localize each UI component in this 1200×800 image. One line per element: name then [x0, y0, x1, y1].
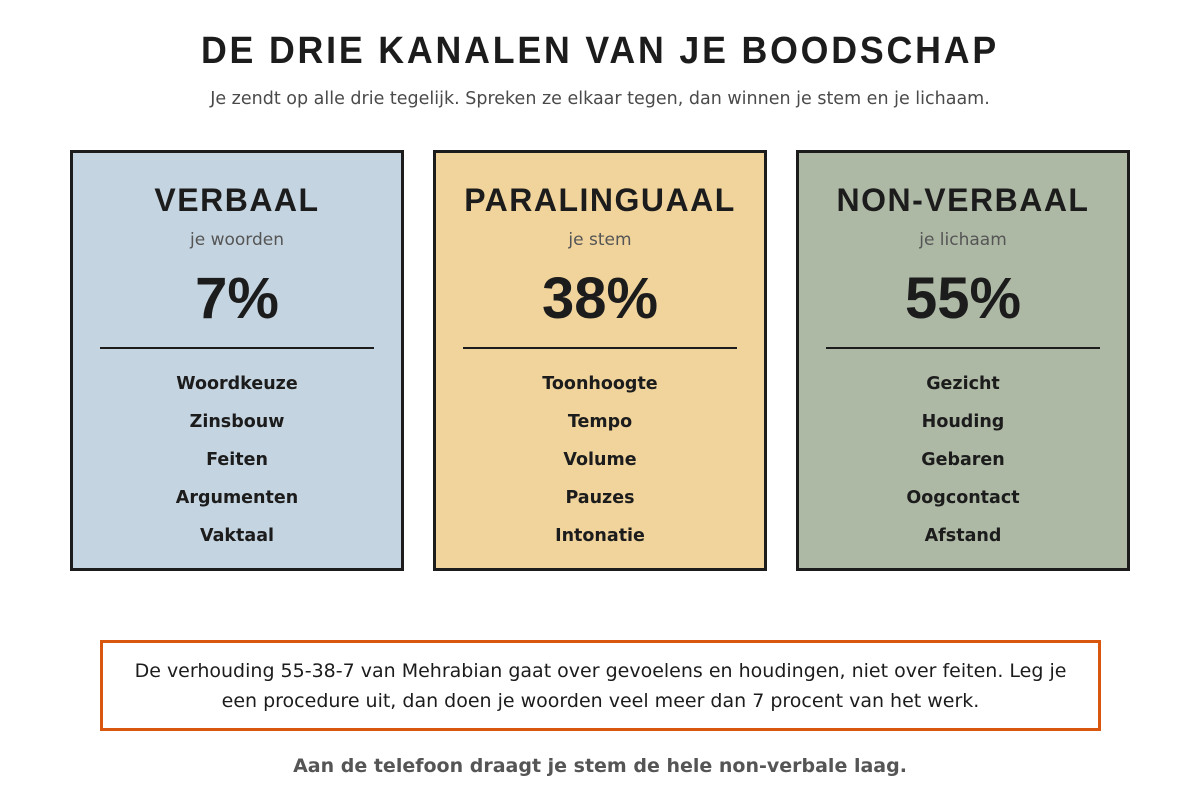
channel-name: VERBAAL: [154, 182, 320, 218]
divider: [100, 347, 374, 349]
page-subtitle: Je zendt op alle drie tegelijk. Spreken …: [210, 89, 990, 109]
channel-card-paralinguaal: PARALINGUAAL je stem 38% Toonhoogte Temp…: [433, 150, 767, 571]
channel-subtitle: je stem: [568, 230, 632, 250]
list-item: Toonhoogte: [542, 374, 658, 394]
channel-subtitle: je woorden: [189, 230, 284, 250]
channel-item-list: Gezicht Houding Gebaren Oogcontact Afsta…: [799, 372, 1127, 562]
list-item: Afstand: [924, 526, 1002, 546]
list-item: Volume: [563, 450, 637, 470]
divider: [826, 347, 1100, 349]
callout-note: De verhouding 55-38-7 van Mehrabian gaat…: [100, 640, 1101, 731]
channel-name: NON-VERBAAL: [836, 182, 1090, 218]
list-item: Vaktaal: [199, 526, 275, 546]
channel-card-non-verbaal: NON-VERBAAL je lichaam 55% Gezicht Houdi…: [796, 150, 1130, 571]
list-item: Gezicht: [926, 374, 1000, 394]
list-item: Pauzes: [565, 488, 635, 508]
list-item: Houding: [921, 412, 1005, 432]
list-item: Woordkeuze: [176, 374, 298, 394]
channel-percentage: 38%: [541, 266, 659, 331]
list-item: Argumenten: [175, 488, 299, 508]
footer-text: Aan de telefoon draagt je stem de hele n…: [293, 755, 907, 777]
list-item: Feiten: [206, 450, 268, 470]
channel-percentage: 7%: [195, 266, 279, 331]
page-title: DE DRIE KANALEN VAN JE BOODSCHAP: [200, 30, 1000, 72]
channel-card-verbaal: VERBAAL je woorden 7% Woordkeuze Zinsbou…: [70, 150, 404, 571]
channel-percentage: 55%: [904, 266, 1022, 331]
list-item: Gebaren: [921, 450, 1005, 470]
list-item: Intonatie: [555, 526, 645, 546]
callout-note-text: De verhouding 55-38-7 van Mehrabian gaat…: [134, 659, 1067, 712]
divider: [463, 347, 737, 349]
channel-item-list: Woordkeuze Zinsbouw Feiten Argumenten Va…: [73, 372, 401, 562]
channel-name: PARALINGUAAL: [464, 182, 736, 218]
list-item: Oogcontact: [906, 488, 1020, 508]
list-item: Zinsbouw: [189, 412, 285, 432]
channel-subtitle: je lichaam: [919, 230, 1007, 250]
list-item: Tempo: [567, 412, 633, 432]
channel-item-list: Toonhoogte Tempo Volume Pauzes Intonatie: [436, 372, 764, 562]
